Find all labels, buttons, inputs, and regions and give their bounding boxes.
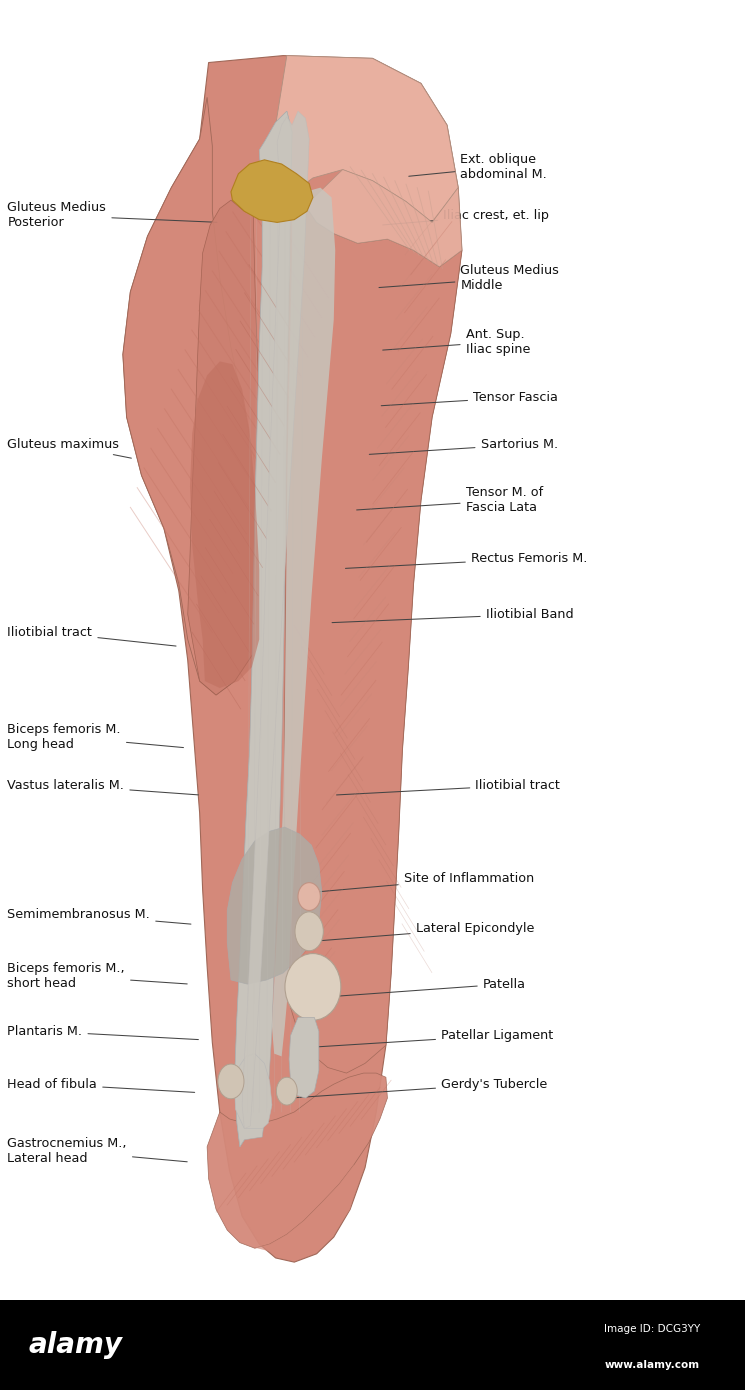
Text: alamy: alamy (28, 1330, 122, 1359)
Text: Sartorius M.: Sartorius M. (370, 438, 558, 455)
Text: Gastrocnemius M.,
Lateral head: Gastrocnemius M., Lateral head (7, 1137, 187, 1165)
Text: Vastus lateralis M.: Vastus lateralis M. (7, 778, 198, 795)
Text: www.alamy.com: www.alamy.com (604, 1359, 700, 1369)
Text: Lateral Epicondyle: Lateral Epicondyle (301, 922, 534, 942)
Polygon shape (235, 111, 292, 1147)
Text: Iliotibial tract: Iliotibial tract (7, 626, 176, 646)
Ellipse shape (298, 883, 320, 910)
Text: Ant. Sup.
Iliac spine: Ant. Sup. Iliac spine (383, 328, 530, 356)
Ellipse shape (218, 1065, 244, 1098)
Text: Patellar Ligament: Patellar Ligament (301, 1029, 554, 1048)
Ellipse shape (285, 954, 340, 1020)
Polygon shape (235, 1054, 272, 1129)
Text: Rectus Femoris M.: Rectus Femoris M. (346, 552, 587, 569)
Text: Head of fibula: Head of fibula (7, 1077, 194, 1093)
Polygon shape (123, 97, 267, 695)
Polygon shape (253, 1165, 356, 1254)
Text: Ext. oblique
abdominal M.: Ext. oblique abdominal M. (409, 153, 547, 181)
Text: Iliotibial Band: Iliotibial Band (332, 607, 574, 623)
Polygon shape (289, 1017, 319, 1098)
Polygon shape (190, 361, 259, 688)
Ellipse shape (295, 912, 323, 951)
Text: Gerdy's Tubercle: Gerdy's Tubercle (292, 1077, 548, 1098)
Polygon shape (227, 827, 322, 984)
Polygon shape (123, 56, 462, 1262)
Text: Tensor M. of
Fascia Lata: Tensor M. of Fascia Lata (357, 486, 543, 514)
Text: Gluteus Medius
Middle: Gluteus Medius Middle (379, 264, 559, 292)
Text: Iliotibial tract: Iliotibial tract (337, 778, 560, 795)
Polygon shape (242, 111, 309, 1129)
Polygon shape (285, 197, 462, 1073)
Polygon shape (276, 56, 458, 222)
Ellipse shape (276, 1077, 297, 1105)
Polygon shape (207, 1073, 387, 1248)
Text: Plantaris M.: Plantaris M. (7, 1024, 198, 1040)
Polygon shape (188, 200, 267, 695)
Text: Site of Inflammation: Site of Inflammation (314, 872, 534, 892)
Bar (0, 1300, 745, 1390)
Text: Image ID: DCG3YY: Image ID: DCG3YY (603, 1323, 700, 1333)
Polygon shape (305, 170, 462, 267)
Text: Biceps femoris M.,
short head: Biceps femoris M., short head (7, 962, 187, 990)
Polygon shape (235, 111, 292, 1147)
Text: Patella: Patella (314, 977, 526, 998)
Polygon shape (231, 160, 313, 222)
Text: Biceps femoris M.
Long head: Biceps femoris M. Long head (7, 723, 183, 751)
Text: Gluteus Medius
Posterior: Gluteus Medius Posterior (7, 202, 217, 229)
Text: Gluteus maximus: Gluteus maximus (7, 438, 131, 459)
Text: Semimembranosus M.: Semimembranosus M. (7, 908, 191, 924)
Text: Iliac crest, et. lip: Iliac crest, et. lip (383, 208, 549, 225)
Polygon shape (272, 188, 335, 1056)
Text: Tensor Fascia: Tensor Fascia (381, 391, 558, 406)
